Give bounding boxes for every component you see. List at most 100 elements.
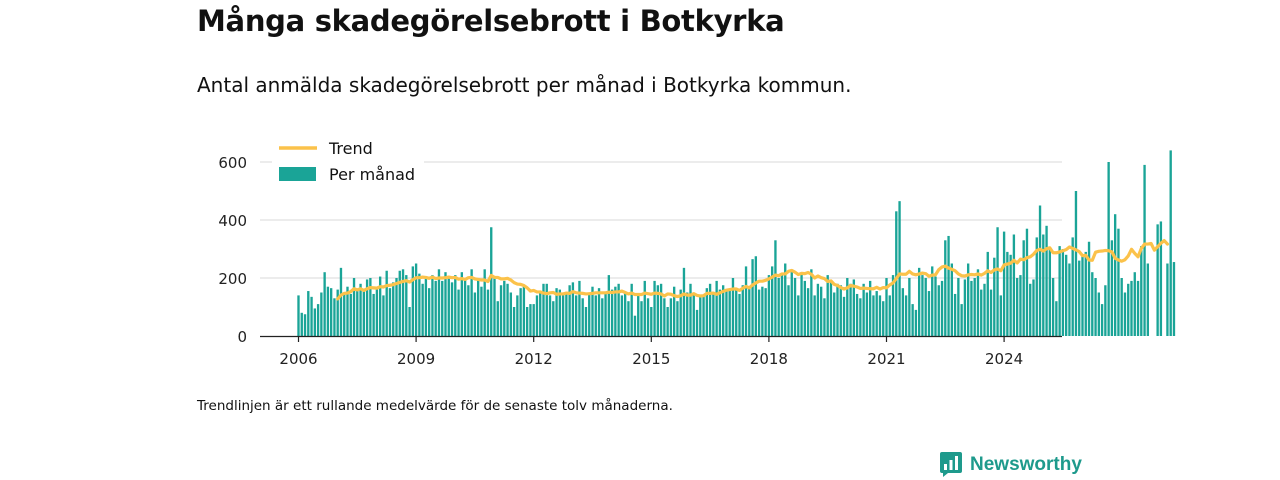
bar	[888, 295, 891, 336]
bar	[571, 282, 575, 336]
bar	[852, 279, 856, 336]
bar	[940, 280, 944, 336]
bar	[493, 278, 496, 336]
bar	[1019, 275, 1022, 336]
bar	[891, 275, 895, 336]
bar	[908, 278, 911, 336]
y-axis-ticks: 0 200 400 600	[218, 154, 247, 346]
bar	[800, 272, 803, 336]
bar	[584, 307, 588, 336]
bar	[545, 283, 548, 336]
bars-per-month	[297, 150, 1176, 336]
bar	[895, 211, 898, 336]
chart-subtitle: Antal anmälda skadegörelsebrott per måna…	[197, 73, 852, 97]
bar	[656, 285, 660, 336]
bar	[718, 289, 722, 336]
bar	[1064, 254, 1068, 336]
bar	[721, 285, 725, 336]
bar	[986, 251, 989, 336]
bar	[682, 267, 686, 336]
x-axis-ticks: 2006 2009 2012 2015 2018 2021 2024	[279, 336, 1023, 368]
bar	[823, 298, 826, 336]
bar	[842, 296, 846, 336]
bar	[1159, 221, 1163, 336]
bar	[966, 263, 970, 336]
bar	[947, 235, 950, 336]
bar	[1146, 263, 1150, 336]
bar	[761, 286, 764, 336]
bar	[898, 201, 901, 336]
bar	[963, 279, 967, 336]
bar	[329, 288, 333, 336]
bar	[931, 266, 934, 336]
bar	[780, 275, 784, 336]
bar	[1029, 283, 1032, 336]
bar	[297, 295, 300, 336]
bar	[901, 288, 905, 336]
bar	[1068, 263, 1071, 336]
bar	[548, 295, 552, 336]
bar	[875, 291, 878, 336]
bar	[1025, 228, 1029, 336]
bar	[365, 279, 369, 336]
bar	[751, 259, 754, 336]
bar	[950, 263, 954, 336]
bar	[1084, 251, 1087, 336]
bar	[663, 298, 666, 336]
bar	[326, 286, 330, 336]
bar	[748, 286, 751, 336]
bar	[450, 282, 454, 336]
bar	[382, 295, 385, 336]
chart-title: Många skadegörelsebrott i Botkyrka	[197, 4, 785, 38]
bar	[702, 295, 705, 336]
bar	[359, 283, 362, 336]
newsworthy-logo-icon	[940, 452, 962, 477]
bar	[601, 298, 604, 336]
bar	[414, 263, 418, 336]
bar	[444, 272, 447, 336]
bar	[777, 278, 780, 336]
bar	[388, 288, 392, 336]
bar	[552, 301, 555, 336]
bar	[1045, 225, 1048, 336]
bar	[770, 266, 774, 336]
bar	[934, 276, 937, 336]
bar	[672, 286, 676, 336]
bar	[764, 288, 767, 336]
bar	[604, 292, 607, 336]
bar	[467, 285, 470, 336]
bar	[957, 278, 960, 336]
bar	[300, 312, 303, 336]
bar	[692, 292, 695, 336]
bar	[408, 307, 411, 336]
bar	[669, 298, 673, 336]
bar	[476, 278, 480, 336]
bar	[944, 240, 947, 336]
x-tick-label: 2012	[515, 350, 553, 368]
bar	[591, 286, 594, 336]
bar	[666, 307, 669, 336]
bar	[581, 298, 584, 336]
bar	[1172, 262, 1176, 336]
bar	[813, 295, 816, 336]
bar	[372, 293, 375, 336]
bar	[620, 295, 624, 336]
x-tick-label: 2018	[750, 350, 788, 368]
bar	[532, 304, 535, 336]
bar	[643, 280, 646, 336]
bar	[1123, 292, 1127, 336]
bar	[1104, 285, 1107, 336]
bar	[486, 289, 490, 336]
bar	[395, 278, 398, 336]
bar	[1035, 237, 1038, 336]
bar	[610, 289, 614, 336]
bar	[1169, 150, 1172, 336]
bar	[578, 280, 581, 336]
bar	[421, 283, 424, 336]
bar	[588, 292, 591, 336]
bar	[803, 280, 807, 336]
bar	[1143, 164, 1146, 336]
bar	[1110, 240, 1114, 336]
bar	[349, 293, 352, 336]
bar	[535, 295, 539, 336]
